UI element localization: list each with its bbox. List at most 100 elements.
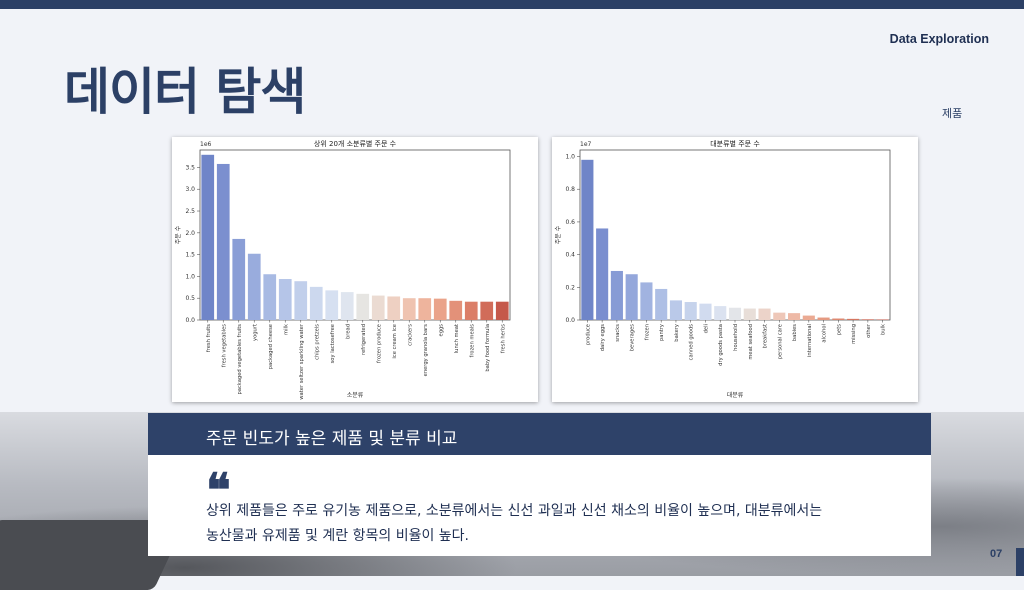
chart0-y-tick-label: 2.5: [185, 208, 195, 215]
chart0-bar: [418, 298, 431, 320]
page-number: 07: [990, 548, 1002, 560]
chart0-x-tick-label: chips pretzels: [314, 324, 320, 360]
chart1-x-tick-label: snacks: [615, 324, 621, 342]
chart1-x-tick-label: deli: [703, 324, 709, 333]
chart1-x-tick-label: canned goods: [689, 324, 695, 361]
chart1-bar: [626, 274, 638, 320]
banner-title: 주문 빈도가 높은 제품 및 분류 비교: [206, 424, 457, 449]
chart0-y-tick-label: 1.5: [185, 252, 195, 259]
section-subtitle: 제품: [942, 105, 962, 121]
chart0-x-tick-label: crackers: [407, 324, 413, 346]
chart0-scale-label: 1e6: [200, 141, 212, 148]
chart1-bar: [655, 289, 667, 320]
chart1-bar: [832, 319, 844, 320]
chart0-x-tick-label: bread: [345, 324, 351, 339]
chart0-x-axis-label: 소분류: [347, 392, 364, 399]
chart0-x-tick-label: ice cream ice: [392, 324, 398, 359]
chart1-x-tick-label: dry goods pasta: [718, 324, 724, 366]
page-title: 데이터 탐색: [64, 52, 305, 124]
chart0-bar: [310, 287, 323, 320]
chart0-bar: [263, 274, 276, 320]
chart0-bar: [294, 281, 307, 320]
chart1-title: 대분류별 주문 수: [710, 139, 760, 148]
chart1-y-tick-label: 0.0: [565, 317, 575, 324]
chart0-bar: [279, 279, 292, 320]
chart1-bar: [640, 282, 652, 320]
chart1-bar: [714, 306, 726, 320]
chart1-bar: [729, 308, 741, 320]
chart0-bar: [480, 302, 493, 320]
chart0-x-tick-label: lunch meat: [454, 324, 460, 353]
chart1-y-tick-label: 0.8: [565, 186, 575, 193]
chart1-x-tick-label: pantry: [659, 324, 665, 341]
chart0-x-tick-label: milk: [283, 324, 289, 335]
chart0-x-tick-label: yogurt: [252, 324, 258, 341]
chart0-x-tick-label: eggs: [438, 324, 444, 337]
chart0-bar: [496, 302, 509, 320]
chart0-y-tick-label: 3.0: [185, 186, 195, 193]
chart0-x-tick-label: refrigerated: [361, 324, 367, 355]
summary-line-2: 농산물과 유제품 및 계란 항목의 비율이 높다.: [206, 524, 906, 549]
chart1-x-axis-label: 대분류: [727, 391, 744, 399]
chart1-y-tick-label: 0.4: [565, 252, 575, 259]
chart1-x-tick-label: personal care: [777, 324, 783, 359]
summary-banner: 주문 빈도가 높은 제품 및 분류 비교: [148, 413, 931, 455]
chart1-x-tick-label: dairy eggs: [600, 324, 606, 352]
top-accent-bar: [0, 0, 1024, 9]
chart0-y-tick-label: 2.0: [185, 230, 195, 237]
chart0-title: 상위 20개 소분류별 주문 수: [314, 139, 397, 148]
chart0-plot-frame: [200, 150, 510, 320]
summary-box: ❝ 상위 제품들은 주로 유기농 제품으로, 소분류에서는 신선 과일과 신선 …: [148, 455, 931, 556]
chart0-y-axis-label: 주문 수: [175, 225, 182, 244]
chart1-y-tick-label: 0.6: [565, 219, 575, 226]
chart0-bar: [387, 296, 400, 320]
chart0-x-tick-label: frozen meals: [469, 324, 475, 358]
chart1-x-tick-label: household: [733, 324, 739, 351]
chart0-x-tick-label: packaged vegetables fruits: [237, 324, 243, 395]
chart0-bar: [248, 254, 261, 320]
chart1-x-tick-label: meat seafood: [748, 324, 754, 360]
chart1-x-tick-label: bakery: [674, 324, 680, 342]
chart0-bar: [372, 296, 385, 320]
chart0-x-tick-label: fresh fruits: [206, 324, 212, 352]
chart0-y-tick-label: 0.0: [185, 317, 195, 324]
chart0-bar: [217, 164, 230, 320]
chart0-x-tick-label: fresh vegetables: [221, 324, 227, 368]
chart0-bar: [201, 155, 214, 320]
chart0-y-tick-label: 1.0: [185, 273, 195, 280]
chart1-x-tick-label: beverages: [630, 324, 636, 352]
chart0-x-tick-label: energy granola bars: [423, 324, 429, 377]
chart0-bar: [449, 301, 462, 320]
chart1-x-tick-label: breakfast: [763, 324, 769, 348]
chart1-bar: [685, 302, 697, 320]
chart1-bar: [788, 313, 800, 320]
corner-accent: [1016, 548, 1024, 576]
chart1-y-tick-label: 1.0: [565, 154, 575, 161]
chart0-x-tick-label: frozen produce: [376, 324, 382, 363]
chart1-bar: [699, 304, 711, 320]
chart1-x-tick-label: other: [866, 323, 872, 338]
chart1-x-tick-label: bulk: [881, 324, 887, 335]
chart1-scale-label: 1e7: [580, 141, 592, 148]
chart1-bar: [670, 300, 682, 320]
summary-line-1: 상위 제품들은 주로 유기농 제품으로, 소분류에서는 신선 과일과 신선 채소…: [206, 499, 906, 524]
chart1-x-tick-label: frozen: [644, 324, 650, 340]
chart1-bar: [758, 309, 770, 320]
chart1-y-tick-label: 0.2: [565, 284, 575, 291]
chart1-bar: [818, 318, 830, 320]
chart0-bar: [325, 290, 338, 320]
chart0-x-tick-label: packaged cheese: [268, 324, 274, 369]
chart0-bar: [341, 292, 354, 320]
chart0-y-tick-label: 3.5: [185, 164, 195, 171]
chart1-bar: [596, 228, 608, 320]
chart0-bar: [356, 294, 369, 320]
chart0-x-tick-label: baby food formula: [485, 324, 491, 372]
chart0-x-tick-label: water seltzer sparkling water: [299, 323, 305, 400]
chart0-y-tick-label: 0.5: [185, 295, 195, 302]
chart1-bar: [862, 319, 874, 320]
chart0-bar: [403, 298, 416, 320]
chart1-bar: [581, 160, 593, 320]
